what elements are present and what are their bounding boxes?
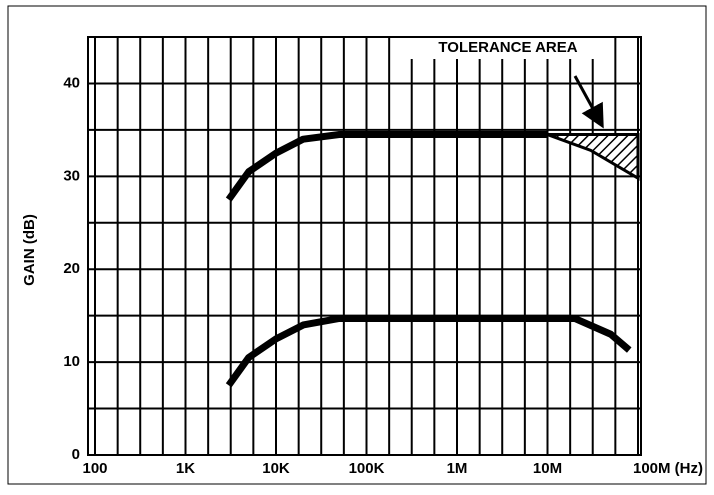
x-tick-label: 1K: [176, 460, 195, 477]
y-tick-label: 10: [63, 353, 80, 370]
annotation-arrow: [573, 75, 604, 129]
x-tick-label: 10K: [262, 460, 290, 477]
y-tick-label: 30: [63, 167, 80, 184]
annotation: TOLERANCE AREA: [438, 39, 577, 56]
x-tick-label: 100: [82, 460, 107, 477]
x-tick-label: 100M (Hz): [633, 460, 703, 477]
y-tick-label: 0: [72, 446, 80, 463]
annotation-bg: [405, 38, 611, 59]
tolerance-area: [546, 133, 640, 181]
x-tick-label: 10M: [533, 460, 562, 477]
line-series: [225, 131, 548, 202]
plot-frame: [87, 36, 642, 456]
line-series: [225, 314, 632, 388]
y-axis-label: GAIN (dB): [21, 214, 38, 286]
x-tick-label: 1M: [447, 460, 468, 477]
y-tick-label: 40: [63, 74, 80, 91]
page-border: [7, 5, 707, 485]
x-tick-label: 100K: [349, 460, 385, 477]
y-tick-label: 20: [63, 260, 80, 277]
